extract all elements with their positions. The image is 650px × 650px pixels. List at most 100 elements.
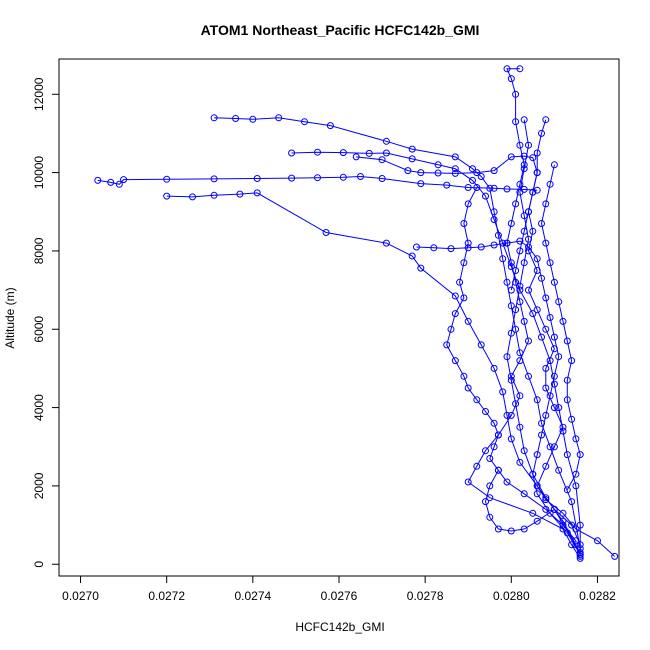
data-point: [538, 220, 545, 227]
data-point: [382, 239, 390, 247]
data-point: [542, 239, 550, 247]
data-point: [572, 470, 580, 478]
data-point: [482, 447, 489, 455]
data-point: [576, 451, 584, 459]
data-point: [568, 415, 576, 423]
data-point: [512, 325, 520, 333]
data-point: [516, 180, 524, 188]
series-layer: [94, 65, 619, 562]
data-point: [378, 175, 386, 182]
y-tick-label: 0: [32, 561, 46, 568]
data-point: [503, 478, 511, 486]
data-point: [568, 521, 576, 529]
data-point: [464, 184, 472, 191]
data-point: [559, 427, 567, 435]
data-point: [550, 278, 558, 286]
data-point: [538, 274, 545, 282]
data-point: [339, 149, 347, 157]
data-point: [507, 75, 515, 83]
data-point: [525, 243, 532, 251]
data-point: [507, 220, 515, 227]
data-point: [236, 190, 244, 198]
data-point: [542, 494, 550, 502]
data-point: [542, 294, 550, 302]
data-point: [486, 455, 494, 462]
data-point: [490, 216, 498, 224]
data-point: [550, 380, 558, 388]
data-point: [546, 392, 554, 400]
data-point: [494, 466, 502, 474]
data-point: [516, 392, 524, 400]
data-point: [516, 282, 524, 290]
data-point: [507, 527, 515, 535]
data-series: [503, 116, 580, 549]
data-point: [486, 482, 494, 490]
data-point: [443, 181, 451, 189]
data-point: [499, 255, 507, 263]
data-point: [512, 400, 520, 408]
data-point: [546, 509, 554, 517]
data-point: [520, 259, 528, 267]
data-point: [408, 252, 416, 260]
data-point: [288, 149, 296, 157]
data-point: [447, 245, 455, 253]
data-point: [482, 408, 489, 415]
data-point: [163, 192, 171, 200]
data-point: [507, 435, 515, 443]
data-point: [563, 376, 571, 384]
data-point: [249, 115, 257, 123]
y-tick-label: 6000: [32, 316, 46, 343]
data-point: [314, 148, 321, 156]
data-point: [533, 255, 541, 263]
y-tick-label: 4000: [32, 394, 46, 421]
data-point: [516, 458, 524, 466]
data-point: [404, 167, 412, 175]
x-tick-label: 0.0282: [579, 589, 616, 603]
data-point: [408, 155, 416, 163]
data-point: [538, 129, 545, 137]
data-point: [460, 220, 468, 227]
chart-title: ATOM1 Northeast_Pacific HCFC142b_GMI: [201, 22, 480, 38]
data-point: [417, 169, 425, 177]
data-point: [533, 306, 541, 314]
data-point: [460, 259, 468, 267]
data-point: [434, 169, 442, 177]
data-point: [477, 173, 485, 180]
data-point: [594, 537, 601, 545]
data-point: [546, 180, 554, 188]
data-point: [451, 357, 459, 365]
data-point: [512, 200, 520, 208]
data-point: [507, 263, 515, 271]
data-point: [533, 451, 541, 459]
data-point: [572, 435, 580, 443]
x-axis-label: HCFC142b_GMI: [295, 620, 384, 634]
data-point: [326, 122, 334, 130]
data-point: [542, 411, 550, 419]
data-point: [482, 192, 489, 200]
data-point: [464, 478, 472, 486]
data-point: [542, 364, 550, 372]
data-point: [563, 396, 571, 404]
data-point: [490, 364, 498, 372]
data-point: [525, 286, 532, 294]
data-point: [542, 200, 550, 208]
data-point: [525, 208, 532, 216]
data-point: [253, 189, 261, 197]
data-point: [503, 411, 511, 419]
data-point: [210, 114, 218, 122]
data-point: [546, 357, 554, 365]
data-point: [499, 388, 507, 396]
data-point: [529, 227, 537, 235]
data-point: [572, 482, 580, 490]
data-point: [451, 310, 459, 318]
data-point: [550, 505, 558, 513]
data-point: [563, 451, 571, 459]
data-point: [533, 169, 541, 177]
y-tick-label: 10000: [32, 156, 46, 190]
data-point: [555, 404, 563, 412]
data-point: [576, 541, 584, 549]
data-point: [550, 404, 558, 412]
data-point: [529, 310, 537, 318]
data-point: [520, 490, 528, 498]
